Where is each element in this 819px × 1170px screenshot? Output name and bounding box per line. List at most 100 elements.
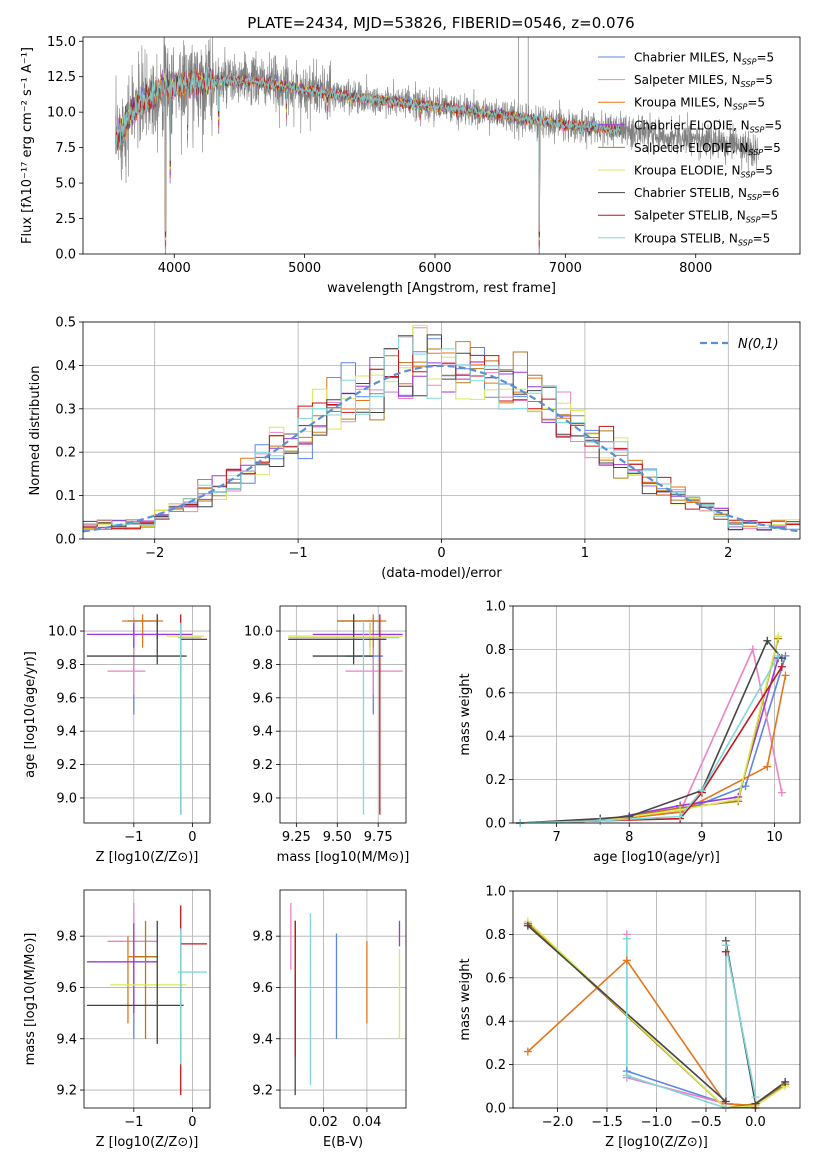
x-tick-label: 0.0 bbox=[745, 1115, 766, 1130]
plot-area bbox=[527, 920, 786, 1108]
x-tick-label: 6000 bbox=[418, 261, 451, 276]
series-line-kroupa-elodie bbox=[520, 636, 779, 823]
y-tick-label: 9.2 bbox=[252, 1084, 273, 1099]
legend-entry: Kroupa ELODIE, NSSP=5 bbox=[634, 164, 773, 180]
y-tick-label: 10.0 bbox=[48, 625, 77, 640]
y-tick-label: 0.4 bbox=[485, 1015, 506, 1030]
x-tick-label: 7000 bbox=[549, 261, 582, 276]
series-marker bbox=[763, 762, 772, 771]
y-tick-label: 0.0 bbox=[55, 248, 76, 263]
y-tick-label: 9.6 bbox=[252, 981, 273, 996]
axes-frame bbox=[279, 605, 407, 824]
y-tick-label: 0.0 bbox=[55, 533, 76, 548]
series-marker bbox=[751, 1093, 760, 1102]
y-tick-label: 0.3 bbox=[55, 402, 76, 417]
y-tick-label: 0.2 bbox=[485, 1058, 506, 1073]
y-tick-label: 9.6 bbox=[56, 691, 77, 706]
series-marker bbox=[697, 786, 706, 795]
legend-entry: Kroupa STELIB, NSSP=5 bbox=[634, 231, 770, 247]
series-marker bbox=[676, 812, 685, 821]
x-axis-label: E(B-V) bbox=[323, 1135, 363, 1150]
y-tick-label: 0.4 bbox=[55, 359, 76, 374]
panel-mass-vs-Z: −1 0 9.2 9.4 9.6 9.8 Z [log10(Z/Z⊙)] mass [log1… bbox=[23, 889, 211, 1150]
plot-area bbox=[288, 614, 403, 815]
x-axis-label: mass [log10(M/M⊙)] bbox=[277, 850, 410, 865]
axes-frame bbox=[82, 321, 801, 540]
y-tick-label: 9.4 bbox=[252, 725, 273, 740]
y-tick-label: 1.0 bbox=[485, 885, 506, 900]
model-line-salpeter-stelib bbox=[115, 69, 621, 235]
x-tick-label: 0 bbox=[188, 830, 196, 845]
y-tick-label: 0.0 bbox=[485, 817, 506, 832]
y-axis-label: age [log10(age/yr)] bbox=[23, 651, 38, 778]
x-tick-label: −2 bbox=[145, 546, 164, 561]
x-tick-label: 10 bbox=[766, 830, 783, 845]
series-line-kroupa-stelib bbox=[626, 938, 757, 1108]
y-tick-label: 9.8 bbox=[252, 930, 273, 945]
x-tick-label: 9.75 bbox=[364, 830, 393, 845]
x-tick-label: −2.0 bbox=[542, 1115, 574, 1130]
y-tick-label: 9.8 bbox=[252, 658, 273, 673]
plot-area bbox=[115, 37, 759, 254]
x-tick-label: 4000 bbox=[158, 261, 191, 276]
y-tick-label: 0.0 bbox=[485, 1102, 506, 1117]
series-marker bbox=[523, 1047, 532, 1056]
y-axis-label: mass [log10(M/M⊙)] bbox=[23, 933, 38, 1066]
plot-area bbox=[86, 902, 208, 1096]
series-marker bbox=[781, 671, 790, 680]
legend-entry: Salpeter ELODIE, NSSP=5 bbox=[634, 141, 781, 157]
y-axis-label: mass weight bbox=[458, 673, 473, 755]
y-tick-label: 9.6 bbox=[252, 691, 273, 706]
series-marker bbox=[774, 651, 783, 660]
y-tick-label: 9.2 bbox=[56, 1084, 77, 1099]
y-tick-label: 0.4 bbox=[485, 730, 506, 745]
y-tick-label: 0.2 bbox=[55, 446, 76, 461]
legend: Chabrier MILES, NSSP=5 Salpeter MILES, NS… bbox=[598, 51, 782, 247]
series-line-kroupa-miles bbox=[520, 675, 787, 823]
y-tick-label: 9.2 bbox=[252, 758, 273, 773]
x-tick-label: 7 bbox=[552, 830, 560, 845]
axes-frame bbox=[82, 36, 801, 255]
x-tick-label: 9.25 bbox=[282, 830, 311, 845]
y-tick-label: 0.8 bbox=[485, 643, 506, 658]
y-tick-label: 9.0 bbox=[56, 791, 77, 806]
x-axis-label: wavelength [Angstrom, rest frame] bbox=[327, 281, 556, 296]
y-tick-label: 9.4 bbox=[56, 1032, 77, 1047]
series-line-chabrier-miles bbox=[520, 655, 787, 823]
axes-frame bbox=[512, 605, 801, 824]
y-tick-label: 10.0 bbox=[244, 625, 273, 640]
series-marker bbox=[777, 662, 786, 671]
y-tick-label: 12.5 bbox=[47, 70, 76, 85]
y-tick-label: 5.0 bbox=[55, 177, 76, 192]
y-tick-label: 2.5 bbox=[55, 212, 76, 227]
x-tick-label: 0 bbox=[188, 1115, 196, 1130]
y-axis-label: Normed distribution bbox=[28, 366, 43, 496]
panel-residuals: −2 −1 0 1 2 0.0 0.1 0.2 0.3 0.4 0.5 (data-model)/er… bbox=[28, 316, 801, 581]
y-tick-label: 10.0 bbox=[47, 106, 76, 121]
x-tick-label: −1 bbox=[124, 830, 143, 845]
normal-curve bbox=[83, 364, 800, 533]
y-tick-label: 0.2 bbox=[485, 773, 506, 788]
panels: 4000 5000 6000 7000 80000.02.55.07.510.012.5… bbox=[20, 35, 801, 1150]
legend-entry: Chabrier ELODIE, NSSP=5 bbox=[634, 118, 782, 134]
plot-area bbox=[83, 324, 800, 533]
legend-entry: Kroupa MILES, NSSP=5 bbox=[634, 96, 765, 112]
x-tick-label: 9 bbox=[698, 830, 706, 845]
series-marker bbox=[763, 636, 772, 645]
axes-frame bbox=[512, 890, 801, 1109]
series-marker bbox=[622, 934, 631, 943]
y-tick-label: 7.5 bbox=[55, 141, 76, 156]
y-tick-label: 0.8 bbox=[485, 928, 506, 943]
plot-area bbox=[86, 614, 208, 815]
panel-weight-vs-age: 7 8 9 10 0.0 0.2 0.4 0.6 0.8 1.0 age [log10(age/yr… bbox=[458, 600, 801, 865]
x-tick-label: 8 bbox=[625, 830, 633, 845]
x-tick-label: 2 bbox=[724, 546, 732, 561]
legend-entry: Chabrier MILES, NSSP=5 bbox=[634, 51, 774, 67]
y-tick-label: 0.1 bbox=[55, 489, 76, 504]
panel-weight-vs-Z: −2.0 −1.5 −1.0 −0.5 0.0 0.0 0.2 0.4 0.6 0.8 1.0 Z [… bbox=[458, 885, 801, 1150]
series-line-kroupa-miles bbox=[527, 959, 756, 1107]
x-tick-label: 0.02 bbox=[309, 1115, 338, 1130]
x-tick-label: −1 bbox=[289, 546, 308, 561]
series-marker bbox=[622, 956, 631, 965]
